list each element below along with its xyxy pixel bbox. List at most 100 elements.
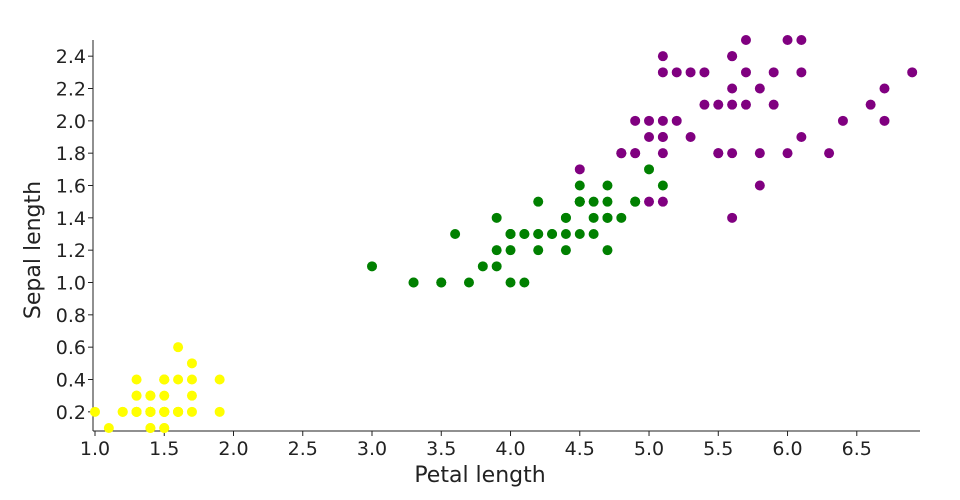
x-tick-label: 2.5: [288, 438, 318, 460]
point: [214, 374, 225, 385]
point: [727, 99, 738, 110]
point: [574, 164, 585, 175]
point: [519, 277, 530, 288]
point: [740, 67, 751, 78]
point: [602, 180, 613, 191]
point: [754, 180, 765, 191]
point: [713, 99, 724, 110]
y-tick-label: 0.6: [56, 337, 86, 359]
x-tick-label: 4.5: [565, 438, 595, 460]
point: [644, 196, 655, 207]
point: [117, 406, 128, 417]
x-tick-label: 6.0: [772, 438, 802, 460]
point: [657, 180, 668, 191]
point: [491, 245, 502, 256]
point: [657, 115, 668, 126]
point: [837, 115, 848, 126]
point: [824, 148, 835, 159]
point: [740, 35, 751, 45]
point: [657, 67, 668, 78]
point: [463, 277, 474, 288]
point: [186, 358, 197, 369]
point: [533, 196, 544, 207]
y-tick-label: 0.4: [56, 370, 86, 392]
point: [588, 196, 599, 207]
point: [768, 67, 779, 78]
point: [173, 406, 184, 417]
point: [145, 390, 156, 401]
x-tick-label: 5.0: [634, 438, 664, 460]
point: [713, 148, 724, 159]
point: [519, 229, 530, 239]
point: [671, 67, 682, 78]
point: [214, 406, 225, 417]
point: [90, 406, 100, 417]
y-tick-label: 0.8: [56, 305, 86, 327]
y-axis-title: Sepal length: [21, 181, 46, 319]
point: [754, 148, 765, 159]
point: [644, 132, 655, 142]
y-tick-label: 1.4: [56, 208, 86, 230]
point: [186, 374, 197, 385]
point: [533, 229, 544, 239]
point: [644, 115, 655, 126]
point: [879, 83, 890, 94]
point: [159, 406, 170, 417]
point: [630, 196, 641, 207]
point: [685, 132, 696, 142]
point: [616, 148, 627, 159]
point: [574, 196, 585, 207]
point: [727, 148, 738, 159]
point: [131, 406, 142, 417]
point: [657, 196, 668, 207]
y-tick-label: 2.4: [56, 46, 86, 68]
point: [657, 132, 668, 142]
x-tick-label: 1.0: [80, 438, 110, 460]
x-tick-label: 1.5: [149, 438, 179, 460]
point: [657, 148, 668, 159]
point: [685, 67, 696, 78]
point: [505, 245, 516, 256]
point: [159, 390, 170, 401]
point: [727, 83, 738, 94]
point: [602, 245, 613, 256]
point: [727, 51, 738, 62]
point: [588, 212, 599, 223]
x-tick-label: 5.5: [703, 438, 733, 460]
point: [173, 342, 184, 353]
point: [505, 277, 516, 288]
point: [740, 99, 751, 110]
point: [173, 374, 184, 385]
y-tick-label: 2.0: [56, 111, 86, 133]
point: [796, 132, 807, 142]
point: [671, 115, 682, 126]
point: [131, 374, 142, 385]
point: [491, 261, 502, 272]
point: [505, 229, 516, 239]
point: [145, 406, 156, 417]
point: [907, 67, 918, 78]
point: [602, 212, 613, 223]
point: [602, 196, 613, 207]
point: [560, 212, 571, 223]
point: [547, 229, 558, 239]
point: [699, 99, 710, 110]
point: [533, 245, 544, 256]
y-tick-label: 1.2: [56, 240, 86, 262]
y-tick-label: 0.2: [56, 402, 86, 424]
point: [754, 83, 765, 94]
x-tick-label: 2.0: [218, 438, 248, 460]
point: [131, 390, 142, 401]
point: [103, 423, 114, 433]
y-tick-label: 1.6: [56, 176, 86, 198]
point: [408, 277, 419, 288]
point: [865, 99, 876, 110]
point: [630, 148, 641, 159]
y-tick-label: 2.2: [56, 79, 86, 101]
x-axis-title: Petal length: [414, 463, 545, 488]
point: [588, 229, 599, 239]
point: [186, 390, 197, 401]
point: [616, 212, 627, 223]
